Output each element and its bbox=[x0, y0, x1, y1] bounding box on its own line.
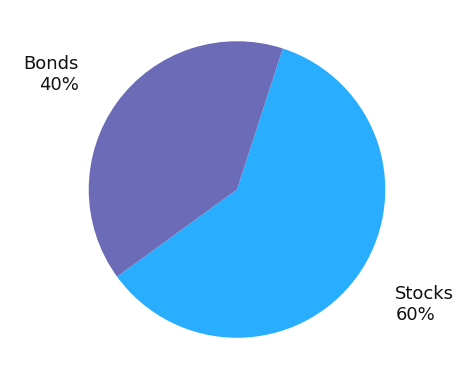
Wedge shape bbox=[89, 41, 283, 277]
Wedge shape bbox=[117, 49, 385, 338]
Text: Bonds
40%: Bonds 40% bbox=[23, 55, 79, 94]
Text: Stocks
60%: Stocks 60% bbox=[395, 285, 455, 324]
